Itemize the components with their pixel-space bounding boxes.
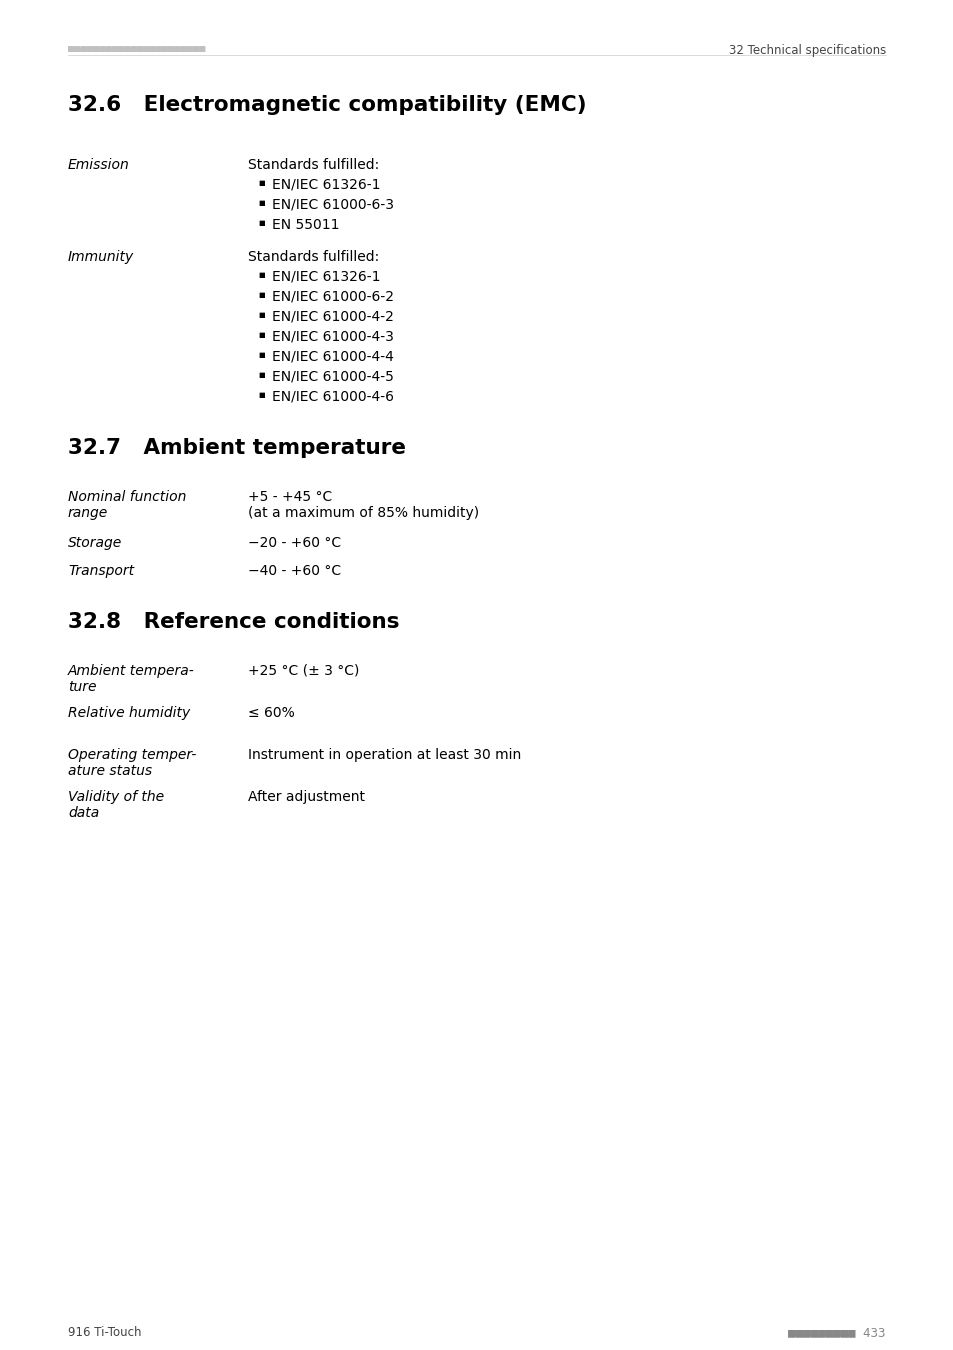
- Text: Immunity: Immunity: [68, 250, 134, 265]
- Text: Instrument in operation at least 30 min: Instrument in operation at least 30 min: [248, 748, 520, 761]
- Text: ■: ■: [257, 200, 264, 207]
- Text: −40 - +60 °C: −40 - +60 °C: [248, 564, 341, 578]
- Text: EN 55011: EN 55011: [272, 217, 339, 232]
- Text: After adjustment: After adjustment: [248, 790, 365, 805]
- Text: ture: ture: [68, 680, 96, 694]
- Text: EN/IEC 61000-4-4: EN/IEC 61000-4-4: [272, 350, 394, 365]
- Text: ■: ■: [257, 392, 264, 398]
- Text: ■: ■: [257, 220, 264, 225]
- Text: ■: ■: [257, 271, 264, 278]
- Text: data: data: [68, 806, 99, 819]
- Text: (at a maximum of 85% humidity): (at a maximum of 85% humidity): [248, 506, 478, 520]
- Text: Validity of the: Validity of the: [68, 790, 164, 805]
- Text: 32.6   Electromagnetic compatibility (EMC): 32.6 Electromagnetic compatibility (EMC): [68, 95, 586, 115]
- Text: ■■■■■■■■■ 433: ■■■■■■■■■ 433: [788, 1326, 885, 1339]
- Text: EN/IEC 61000-4-6: EN/IEC 61000-4-6: [272, 390, 394, 404]
- Text: EN/IEC 61326-1: EN/IEC 61326-1: [272, 178, 380, 192]
- Text: −20 - +60 °C: −20 - +60 °C: [248, 536, 341, 549]
- Text: 916 Ti-Touch: 916 Ti-Touch: [68, 1326, 141, 1339]
- Text: 32 Technical specifications: 32 Technical specifications: [728, 45, 885, 57]
- Text: ■■■■■■■■■■■■■■■■■■■■■■: ■■■■■■■■■■■■■■■■■■■■■■: [68, 45, 205, 54]
- Text: EN/IEC 61000-4-3: EN/IEC 61000-4-3: [272, 329, 394, 344]
- Text: EN/IEC 61000-6-2: EN/IEC 61000-6-2: [272, 290, 394, 304]
- Text: ature status: ature status: [68, 764, 152, 778]
- Text: +25 °C (± 3 °C): +25 °C (± 3 °C): [248, 664, 359, 678]
- Text: ■: ■: [257, 332, 264, 338]
- Text: ■: ■: [257, 352, 264, 358]
- Text: 32.7   Ambient temperature: 32.7 Ambient temperature: [68, 437, 406, 458]
- Text: Storage: Storage: [68, 536, 122, 549]
- Text: ■: ■: [257, 373, 264, 378]
- Text: Emission: Emission: [68, 158, 130, 171]
- Text: Relative humidity: Relative humidity: [68, 706, 190, 720]
- Text: EN/IEC 61000-4-5: EN/IEC 61000-4-5: [272, 370, 394, 383]
- Text: ■: ■: [257, 292, 264, 298]
- Text: Transport: Transport: [68, 564, 134, 578]
- Text: Ambient tempera-: Ambient tempera-: [68, 664, 194, 678]
- Text: Standards fulfilled:: Standards fulfilled:: [248, 158, 379, 171]
- Text: Operating temper-: Operating temper-: [68, 748, 196, 761]
- Text: ≤ 60%: ≤ 60%: [248, 706, 294, 720]
- Text: 32.8   Reference conditions: 32.8 Reference conditions: [68, 612, 399, 632]
- Text: ■: ■: [257, 180, 264, 186]
- Text: EN/IEC 61000-4-2: EN/IEC 61000-4-2: [272, 310, 394, 324]
- Text: ■: ■: [257, 312, 264, 319]
- Text: Nominal function: Nominal function: [68, 490, 186, 504]
- Text: Standards fulfilled:: Standards fulfilled:: [248, 250, 379, 265]
- Text: EN/IEC 61326-1: EN/IEC 61326-1: [272, 270, 380, 284]
- Text: +5 - +45 °C: +5 - +45 °C: [248, 490, 332, 504]
- Text: EN/IEC 61000-6-3: EN/IEC 61000-6-3: [272, 198, 394, 212]
- Text: range: range: [68, 506, 108, 520]
